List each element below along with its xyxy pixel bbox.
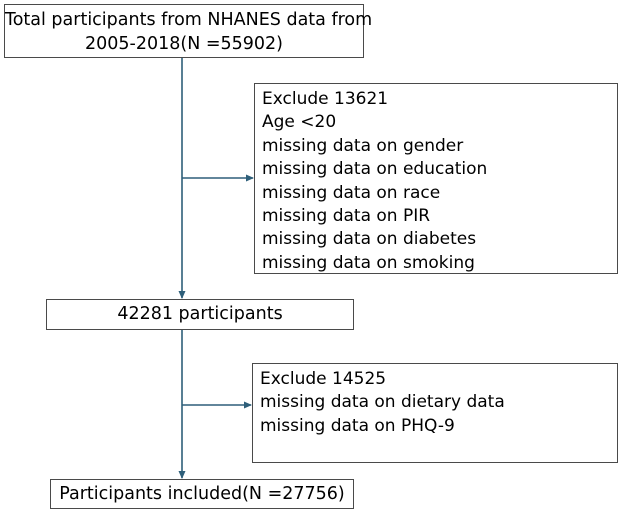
exclusion-1-criterion: missing data on PIR [262,206,431,227]
intermediate-participants-box: 42281 participants [46,299,354,330]
exclusion-1-count: Exclude 13621 [262,89,389,109]
exclusion-1-criterion: missing data on diabetes [262,229,477,250]
exclusion-2-count: Exclude 14525 [260,369,387,389]
exclusion-1-criterion: missing data on race [262,182,441,203]
final-participants-label: Participants included(N =27756) [59,484,345,504]
intermediate-participants-label: 42281 participants [117,304,283,324]
final-participants-box: Participants included(N =27756) [50,479,354,509]
exclusion-box-2: Exclude 14525 missing data on dietary da… [252,363,618,463]
exclusion-1-criterion: missing data on gender [262,135,464,156]
exclusion-2-criterion: missing data on dietary data [260,392,505,413]
exclusion-2-criterion: missing data on PHQ-9 [260,415,455,436]
exclusion-1-criterion: Age <20 [262,112,337,133]
total-participants-line-2: 2005-2018(N =55902) [84,34,284,54]
total-participants-box: Total participants from NHANES data from… [4,4,373,58]
total-participants-line-1: Total participants from NHANES data from [5,10,373,30]
exclusion-1-criterion: missing data on education [262,159,488,180]
exclusion-box-1: Exclude 13621 Age <20 missing data on ge… [254,83,618,274]
exclusion-1-criterion: missing data on smoking [262,252,475,273]
